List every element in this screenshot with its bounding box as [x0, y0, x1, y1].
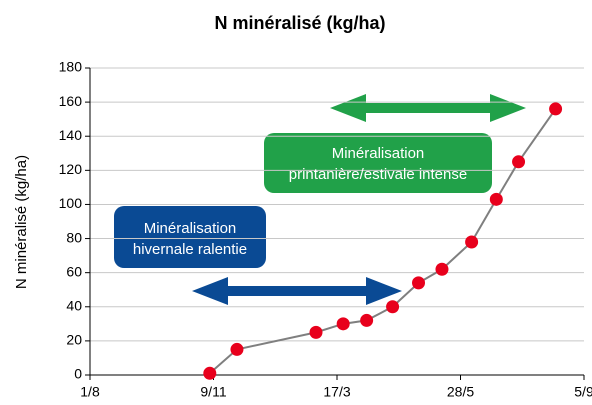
x-tick-label: 5/9 [574, 384, 592, 400]
y-tick-label: 60 [66, 263, 82, 279]
data-point [203, 366, 217, 380]
annotation-text: printanière/estivale intense [289, 166, 467, 183]
annotation-text: Minéralisation [144, 220, 237, 237]
data-point [435, 262, 449, 276]
data-point [489, 192, 503, 206]
x-tick-label: 28/5 [447, 384, 474, 400]
blue-arrow [192, 277, 402, 305]
y-tick-label: 180 [59, 59, 83, 75]
data-point [549, 102, 563, 116]
data-point [309, 325, 323, 339]
y-axis-label: N minéralisé (kg/ha) [13, 155, 30, 289]
annotation-box [264, 133, 492, 193]
annotation-text: hivernale ralentie [133, 241, 247, 258]
annotation-box [114, 206, 266, 268]
y-tick-label: 100 [59, 195, 83, 211]
x-tick-label: 9/11 [200, 384, 226, 400]
green-arrow [330, 94, 526, 122]
data-point [412, 276, 426, 290]
y-tick-label: 0 [74, 366, 82, 382]
data-point [230, 342, 244, 356]
x-tick-label: 1/8 [80, 384, 100, 400]
y-tick-label: 80 [66, 229, 82, 245]
data-point [512, 155, 526, 169]
annotation-text: Minéralisation [332, 145, 425, 162]
y-tick-label: 40 [66, 297, 82, 313]
y-tick-label: 120 [59, 161, 83, 177]
series-line [209, 108, 557, 375]
data-point [465, 235, 479, 249]
y-tick-label: 20 [66, 332, 82, 348]
data-point [336, 317, 350, 331]
y-tick-label: 160 [59, 93, 83, 109]
chart-title: N minéralisé (kg/ha) [214, 13, 385, 33]
data-point [360, 313, 374, 327]
data-point [386, 300, 400, 314]
y-tick-label: 140 [59, 127, 83, 143]
x-tick-label: 17/3 [323, 384, 350, 400]
